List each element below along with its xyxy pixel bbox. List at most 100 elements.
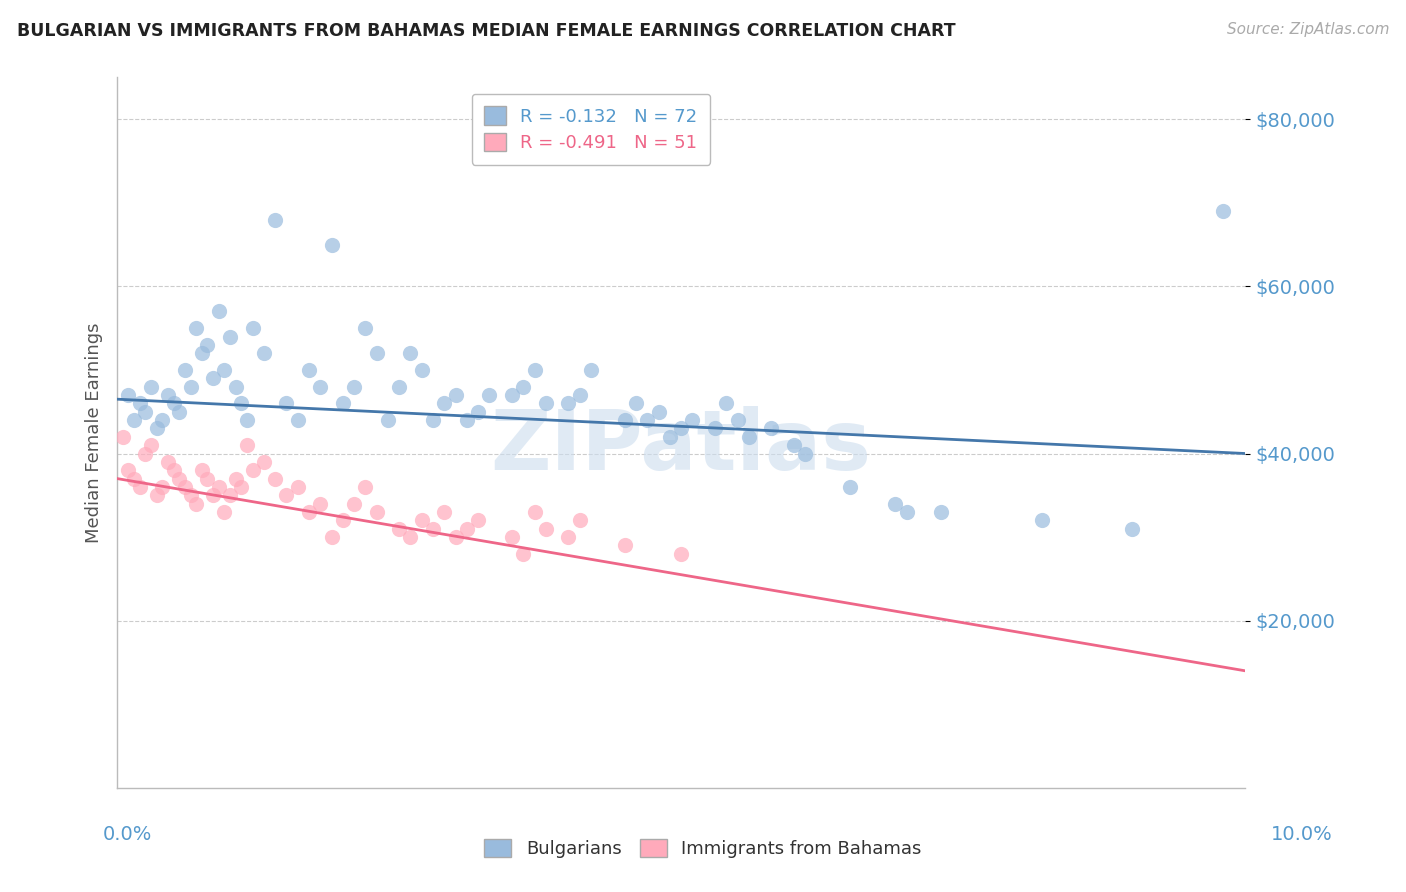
Point bbox=[399, 346, 422, 360]
Point bbox=[214, 505, 236, 519]
Point bbox=[332, 396, 354, 410]
Point bbox=[727, 413, 749, 427]
Point bbox=[366, 505, 388, 519]
Point bbox=[523, 505, 546, 519]
Point bbox=[122, 413, 145, 427]
Point bbox=[128, 396, 150, 410]
Point bbox=[208, 304, 231, 318]
Point bbox=[658, 430, 681, 444]
Point bbox=[287, 480, 309, 494]
Point bbox=[134, 446, 156, 460]
Point bbox=[377, 413, 399, 427]
Point bbox=[186, 321, 208, 335]
Point bbox=[682, 413, 704, 427]
Point bbox=[388, 379, 411, 393]
Point bbox=[568, 513, 591, 527]
Point bbox=[354, 321, 377, 335]
Point bbox=[523, 363, 546, 377]
Point bbox=[321, 530, 343, 544]
Point bbox=[242, 321, 264, 335]
Point bbox=[208, 480, 231, 494]
Point bbox=[128, 480, 150, 494]
Legend: R = -0.132   N = 72, R = -0.491   N = 51: R = -0.132 N = 72, R = -0.491 N = 51 bbox=[471, 94, 710, 165]
Point bbox=[162, 396, 184, 410]
Point bbox=[117, 463, 139, 477]
Point bbox=[534, 522, 557, 536]
Point bbox=[896, 505, 918, 519]
Point bbox=[117, 388, 139, 402]
Point bbox=[501, 388, 523, 402]
Point bbox=[794, 446, 817, 460]
Point bbox=[501, 530, 523, 544]
Point bbox=[219, 488, 242, 502]
Point bbox=[669, 421, 692, 435]
Point bbox=[145, 488, 167, 502]
Point bbox=[214, 363, 236, 377]
Point bbox=[253, 346, 276, 360]
Point bbox=[366, 346, 388, 360]
Point bbox=[298, 505, 321, 519]
Point bbox=[276, 396, 298, 410]
Point bbox=[179, 379, 201, 393]
Point bbox=[332, 513, 354, 527]
Point bbox=[624, 396, 647, 410]
Point bbox=[134, 405, 156, 419]
Point bbox=[647, 405, 669, 419]
Point bbox=[197, 472, 219, 486]
Point bbox=[225, 379, 247, 393]
Point bbox=[467, 513, 489, 527]
Point bbox=[929, 505, 952, 519]
Point bbox=[783, 438, 806, 452]
Point bbox=[1212, 204, 1234, 219]
Point bbox=[534, 396, 557, 410]
Point bbox=[167, 405, 190, 419]
Point bbox=[219, 329, 242, 343]
Point bbox=[444, 530, 467, 544]
Point bbox=[579, 363, 602, 377]
Point bbox=[411, 513, 433, 527]
Point bbox=[716, 396, 738, 410]
Point bbox=[433, 396, 456, 410]
Point bbox=[156, 388, 179, 402]
Point bbox=[478, 388, 501, 402]
Point bbox=[738, 430, 761, 444]
Point bbox=[186, 497, 208, 511]
Point bbox=[202, 371, 225, 385]
Point bbox=[456, 522, 478, 536]
Point bbox=[242, 463, 264, 477]
Point bbox=[761, 421, 783, 435]
Point bbox=[343, 379, 366, 393]
Point bbox=[422, 522, 444, 536]
Text: 0.0%: 0.0% bbox=[103, 825, 152, 844]
Point bbox=[669, 547, 692, 561]
Point bbox=[343, 497, 366, 511]
Point bbox=[179, 488, 201, 502]
Point bbox=[411, 363, 433, 377]
Point bbox=[884, 497, 907, 511]
Point bbox=[1121, 522, 1143, 536]
Point bbox=[145, 421, 167, 435]
Point bbox=[321, 237, 343, 252]
Text: BULGARIAN VS IMMIGRANTS FROM BAHAMAS MEDIAN FEMALE EARNINGS CORRELATION CHART: BULGARIAN VS IMMIGRANTS FROM BAHAMAS MED… bbox=[17, 22, 956, 40]
Point bbox=[173, 363, 195, 377]
Point bbox=[298, 363, 321, 377]
Point bbox=[1031, 513, 1053, 527]
Point bbox=[388, 522, 411, 536]
Point bbox=[150, 480, 173, 494]
Point bbox=[197, 338, 219, 352]
Point bbox=[557, 530, 579, 544]
Text: Source: ZipAtlas.com: Source: ZipAtlas.com bbox=[1226, 22, 1389, 37]
Point bbox=[444, 388, 467, 402]
Point bbox=[231, 396, 253, 410]
Point bbox=[231, 480, 253, 494]
Point bbox=[636, 413, 658, 427]
Point bbox=[309, 379, 332, 393]
Point bbox=[156, 455, 179, 469]
Point bbox=[225, 472, 247, 486]
Point bbox=[139, 379, 162, 393]
Point bbox=[557, 396, 579, 410]
Point bbox=[354, 480, 377, 494]
Point bbox=[173, 480, 195, 494]
Point bbox=[309, 497, 332, 511]
Point bbox=[613, 538, 636, 552]
